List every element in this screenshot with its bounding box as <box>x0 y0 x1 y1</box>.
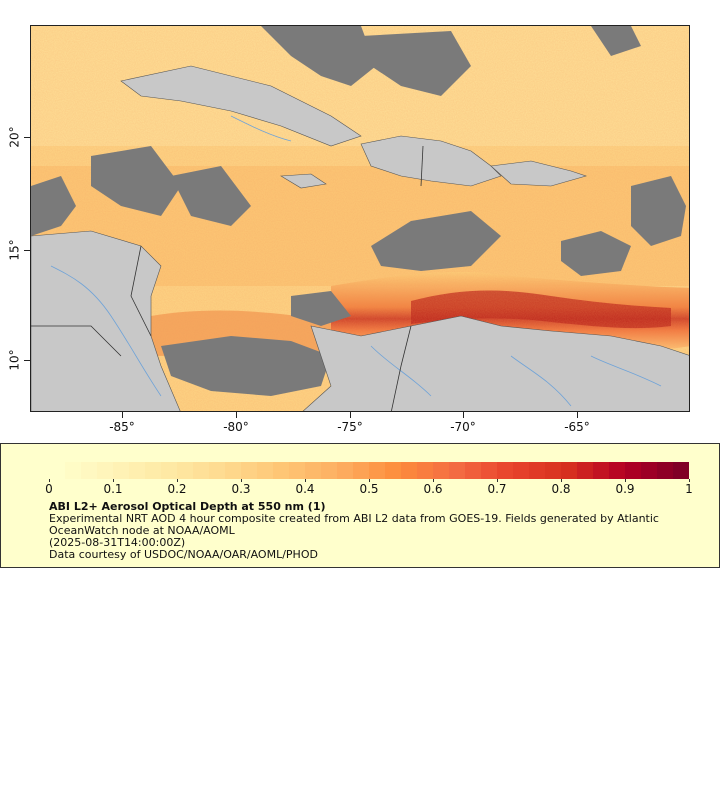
rivers <box>50 115 662 407</box>
colorbar-segment <box>625 462 641 479</box>
colorbar-segment <box>657 462 673 479</box>
colorbar-segment <box>369 462 385 479</box>
lon-tick <box>122 412 123 418</box>
colorbar-segment <box>449 462 465 479</box>
lat-label: 10° <box>7 349 22 371</box>
colorbar-segment <box>561 462 577 479</box>
lat-label: 20° <box>7 126 22 148</box>
colorbar-segment <box>577 462 593 479</box>
lat-tick <box>24 250 30 251</box>
colorbar-tick-label: 0 <box>45 482 53 496</box>
borders <box>31 145 424 411</box>
colorbar-segment <box>81 462 97 479</box>
lon-tick <box>350 412 351 418</box>
colorbar-segment <box>673 462 689 479</box>
lon-label: -75° <box>337 420 363 434</box>
lon-tick <box>463 412 464 418</box>
colorbar-segment <box>641 462 657 479</box>
colorbar-segment <box>417 462 433 479</box>
colorbar-segment <box>273 462 289 479</box>
colorbar-segment <box>609 462 625 479</box>
colorbar-segment <box>177 462 193 479</box>
colorbar-segment <box>593 462 609 479</box>
legend-description-line: OceanWatch node at NOAA/AOML <box>49 524 235 537</box>
colorbar-segment <box>145 462 161 479</box>
colorbar-segment <box>97 462 113 479</box>
colorbar-segment <box>289 462 305 479</box>
legend-text: ABI L2+ Aerosol Optical Depth at 550 nm … <box>49 501 659 561</box>
legend-credit: Data courtesy of USDOC/NOAA/OAR/AOML/PHO… <box>49 548 318 561</box>
colorbar-tick-label: 0.5 <box>359 482 379 496</box>
colorbar-tick-label: 0.4 <box>295 482 315 496</box>
colorbar-segment <box>241 462 257 479</box>
colorbar-tick-label: 0.2 <box>167 482 187 496</box>
colorbar-tick-label: 1 <box>685 482 693 496</box>
colorbar-segment <box>545 462 561 479</box>
lon-label: -65° <box>564 420 590 434</box>
colorbar-tick <box>177 479 178 482</box>
colorbar-segment <box>49 462 65 479</box>
colorbar-segment <box>497 462 513 479</box>
lat-tick <box>24 360 30 361</box>
colorbar-segment <box>161 462 177 479</box>
colorbar-segment <box>225 462 241 479</box>
lat-label: 15° <box>7 239 22 261</box>
colorbar-segment <box>209 462 225 479</box>
colorbar-segment <box>481 462 497 479</box>
colorbar-segment <box>529 462 545 479</box>
colorbar-tick <box>689 479 690 482</box>
colorbar-segment <box>321 462 337 479</box>
colorbar-tick <box>497 479 498 482</box>
lon-label: -80° <box>223 420 249 434</box>
colorbar-segment <box>65 462 81 479</box>
colorbar-segment <box>113 462 129 479</box>
colorbar-segment <box>305 462 321 479</box>
legend-title: ABI L2+ Aerosol Optical Depth at 550 nm … <box>49 500 326 513</box>
colorbar-segment <box>385 462 401 479</box>
colorbar-segment <box>401 462 417 479</box>
land-mask <box>31 65 689 411</box>
colorbar-tick <box>305 479 306 482</box>
colorbar-segment <box>257 462 273 479</box>
colorbar-tick-label: 0.9 <box>615 482 635 496</box>
lat-tick <box>24 137 30 138</box>
colorbar-segment <box>337 462 353 479</box>
aod-map <box>31 26 689 411</box>
colorbar <box>49 462 689 479</box>
colorbar-segment <box>193 462 209 479</box>
map-area[interactable] <box>30 25 690 412</box>
colorbar-tick-label: 0.3 <box>231 482 251 496</box>
lon-tick <box>577 412 578 418</box>
colorbar-tick <box>561 479 562 482</box>
colorbar-tick <box>241 479 242 482</box>
legend-date: (2025-08-31T14:00:00Z) <box>49 536 186 549</box>
colorbar-tick <box>625 479 626 482</box>
lon-tick <box>236 412 237 418</box>
colorbar-tick <box>49 479 50 482</box>
colorbar-tick-label: 0.8 <box>551 482 571 496</box>
colorbar-tick <box>433 479 434 482</box>
legend-description-line: Experimental NRT AOD 4 hour composite cr… <box>49 512 659 525</box>
lon-label: -70° <box>450 420 476 434</box>
lon-label: -85° <box>109 420 135 434</box>
legend-panel: ABI L2+ Aerosol Optical Depth at 550 nm … <box>0 443 720 568</box>
colorbar-tick-label: 0.7 <box>487 482 507 496</box>
colorbar-tick-label: 0.1 <box>103 482 123 496</box>
colorbar-segment <box>433 462 449 479</box>
colorbar-segment <box>129 462 145 479</box>
colorbar-tick <box>113 479 114 482</box>
colorbar-tick <box>369 479 370 482</box>
colorbar-tick-label: 0.6 <box>423 482 443 496</box>
colorbar-segment <box>353 462 369 479</box>
colorbar-segment <box>465 462 481 479</box>
colorbar-segment <box>513 462 529 479</box>
